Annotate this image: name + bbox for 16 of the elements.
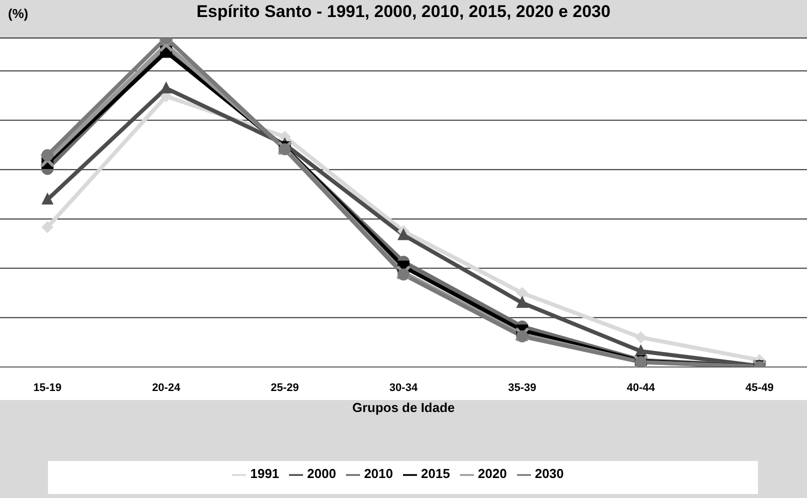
legend-label: 2020 xyxy=(478,466,507,481)
legend-label: 2015 xyxy=(421,466,450,481)
legend-label: 2030 xyxy=(534,466,564,481)
y-axis-title: (%) xyxy=(8,6,28,21)
x-axis-title: Grupos de Idade xyxy=(352,400,455,416)
x-tick-label: 30-34 xyxy=(389,382,418,394)
legend-label: 2010 xyxy=(364,466,393,481)
legend-label: 2000 xyxy=(307,466,336,481)
legend-label: 1991 xyxy=(250,466,280,481)
x-tick-label: 15-19 xyxy=(33,382,62,394)
x-tick-label: 35-39 xyxy=(508,382,536,394)
x-tick-label: 20-24 xyxy=(152,382,182,394)
chart-title: Espírito Santo - 1991, 2000, 2010, 2015, 2020 e 2030 xyxy=(196,2,610,21)
x-tick-label: 40-44 xyxy=(626,382,656,394)
x-tick-label: 45-49 xyxy=(745,382,774,394)
x-tick-label: 25-29 xyxy=(270,382,299,394)
